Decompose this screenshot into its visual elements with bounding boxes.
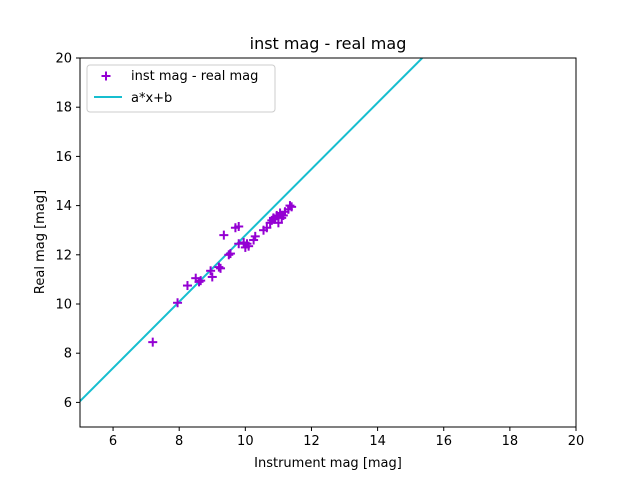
data-point [219,230,229,240]
data-point [250,231,260,241]
y-tick-label: 10 [55,298,72,313]
y-tick-label: 6 [64,396,72,411]
y-tick-label: 16 [55,150,72,165]
data-point [225,249,235,259]
legend: inst mag - real mag a*x+b [86,64,276,113]
data-point [196,276,206,286]
y-axis-label: Real mag [mag] [33,190,48,294]
chart-title: inst mag - real mag [250,34,407,53]
x-tick-label: 18 [502,434,519,449]
y-tick-label: 14 [55,199,72,214]
y-axis: 6 8 10 12 14 16 18 20 [55,52,80,411]
data-point [148,337,158,347]
axes-frame [79,57,577,428]
fit-line [80,58,423,402]
data-point [214,262,224,272]
y-tick-label: 12 [55,248,72,263]
data-point [194,277,204,287]
x-tick-label: 14 [369,434,386,449]
data-point [262,223,272,233]
legend-label-fit-line: a*x+b [131,91,172,106]
x-tick-label: 8 [175,434,183,449]
x-tick-label: 16 [435,434,452,449]
data-point [206,266,216,276]
x-tick-label: 20 [568,434,585,449]
data-point [182,281,192,291]
y-tick-label: 20 [55,52,72,67]
data-point [287,202,297,212]
legend-plus-marker [101,71,111,81]
x-axis: 6 8 10 12 14 16 18 20 [109,427,584,449]
x-tick-label: 12 [303,434,320,449]
data-point [244,241,254,251]
legend-label-scatter: inst mag - real mag [131,69,258,84]
data-point [234,222,244,232]
x-axis-label: Instrument mag [mag] [254,456,402,471]
data-point [216,263,226,273]
data-point [207,272,217,282]
legend-box [86,64,276,113]
plot-area [80,58,423,402]
x-tick-label: 6 [109,434,117,449]
y-tick-label: 8 [64,347,72,362]
x-tick-label: 10 [237,434,254,449]
data-point [173,298,183,308]
data-point [224,250,234,260]
data-point [234,239,244,249]
data-point [285,201,295,211]
y-tick-label: 18 [55,101,72,116]
